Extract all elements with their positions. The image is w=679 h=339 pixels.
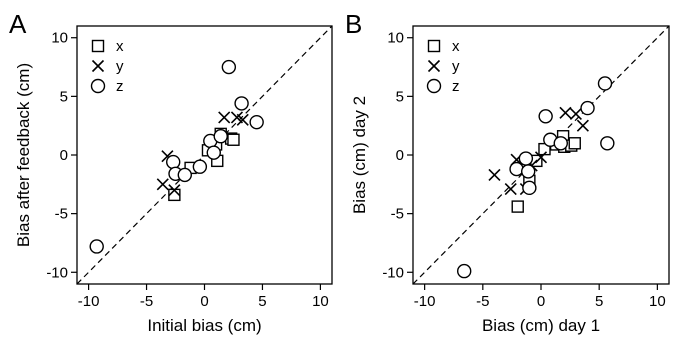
legend-label-x: x bbox=[116, 38, 124, 55]
data-point-z bbox=[192, 159, 208, 174]
data-point-y bbox=[488, 168, 501, 182]
data-point-z bbox=[213, 129, 228, 144]
series-z bbox=[457, 76, 615, 279]
y-tick-label: 5 bbox=[396, 88, 404, 105]
y-tick-label: -5 bbox=[55, 206, 68, 223]
y-tick-label: -5 bbox=[391, 206, 404, 223]
legend-label-y: y bbox=[116, 58, 124, 75]
legend-marker-y bbox=[427, 59, 441, 73]
legend: xyz bbox=[90, 38, 124, 95]
data-point-z bbox=[457, 263, 472, 279]
panel-letter: A bbox=[9, 9, 27, 39]
x-axis-label: Bias (cm) day 1 bbox=[482, 316, 600, 335]
data-point-z bbox=[221, 59, 237, 75]
y-tick-label: 10 bbox=[51, 30, 68, 47]
data-point-z bbox=[249, 114, 264, 130]
y-tick-label: -10 bbox=[46, 264, 68, 281]
data-point-z bbox=[521, 164, 536, 179]
data-point-z bbox=[177, 167, 192, 183]
data-point-x bbox=[568, 137, 581, 150]
panel-b: -10 -5 0 5 10 -10 -5 0 5 10 Bias (cm) day 1 Bias (c… bbox=[345, 9, 670, 335]
data-point-x bbox=[227, 133, 240, 146]
series-z bbox=[89, 59, 264, 254]
x-tick-label: 0 bbox=[200, 293, 208, 310]
data-point-y bbox=[168, 184, 181, 197]
data-point-y bbox=[559, 106, 572, 119]
legend-label-z: z bbox=[116, 78, 124, 95]
legend-marker-z bbox=[90, 78, 106, 94]
legend-marker-x bbox=[427, 39, 441, 53]
legend-label-x: x bbox=[452, 38, 460, 55]
data-point-z bbox=[538, 109, 553, 124]
data-point-y bbox=[236, 113, 249, 126]
x-tick-label: -10 bbox=[414, 293, 436, 310]
data-point-z bbox=[89, 239, 104, 254]
y-tick-label: 0 bbox=[396, 147, 404, 164]
y-tick-label: 0 bbox=[60, 147, 68, 164]
data-point-x bbox=[511, 200, 524, 213]
legend-label-y: y bbox=[452, 58, 460, 75]
legend: xyz bbox=[426, 38, 460, 95]
data-point-z bbox=[553, 136, 568, 151]
x-tick-label: 0 bbox=[537, 293, 545, 310]
data-point-z bbox=[206, 145, 221, 160]
data-point-z bbox=[580, 100, 595, 116]
panel-letter: B bbox=[345, 9, 362, 39]
data-point-y bbox=[569, 107, 582, 121]
data-point-z bbox=[522, 180, 537, 196]
data-point-z bbox=[509, 161, 524, 177]
x-tick-label: 10 bbox=[649, 293, 666, 310]
x-tick-label: -10 bbox=[78, 293, 100, 310]
data-point-y bbox=[218, 111, 231, 124]
data-point-y bbox=[576, 119, 589, 132]
y-tick-label: -10 bbox=[382, 264, 404, 281]
data-point-y bbox=[156, 178, 169, 191]
y-axis-label: Bias after feedback (cm) bbox=[14, 63, 33, 247]
y-tick-label: 10 bbox=[387, 30, 404, 47]
x-tick-label: -5 bbox=[476, 293, 489, 310]
x-tick-label: 10 bbox=[312, 293, 329, 310]
data-point-z bbox=[597, 76, 613, 91]
y-tick-label: 5 bbox=[60, 88, 68, 105]
panel-a: -10 -5 0 5 10 -10 -5 0 5 10 Initial bias (cm) Bias … bbox=[9, 9, 333, 335]
x-tick-label: -5 bbox=[140, 293, 153, 310]
x-tick-label: 5 bbox=[258, 293, 266, 310]
legend-marker-y bbox=[91, 59, 105, 73]
data-point-z bbox=[234, 96, 249, 111]
legend-marker-z bbox=[426, 78, 442, 94]
series-y bbox=[156, 111, 249, 197]
y-axis-label: Bias (cm) day 2 bbox=[350, 96, 369, 214]
data-point-y bbox=[534, 151, 548, 164]
data-point-z bbox=[518, 151, 534, 166]
x-axis-label: Initial bias (cm) bbox=[147, 316, 261, 335]
legend-label-z: z bbox=[452, 78, 460, 95]
data-point-z bbox=[600, 136, 615, 151]
legend-marker-x bbox=[91, 39, 105, 53]
x-tick-label: 5 bbox=[595, 293, 603, 310]
data-point-y bbox=[504, 182, 517, 196]
data-point-z bbox=[166, 154, 181, 170]
